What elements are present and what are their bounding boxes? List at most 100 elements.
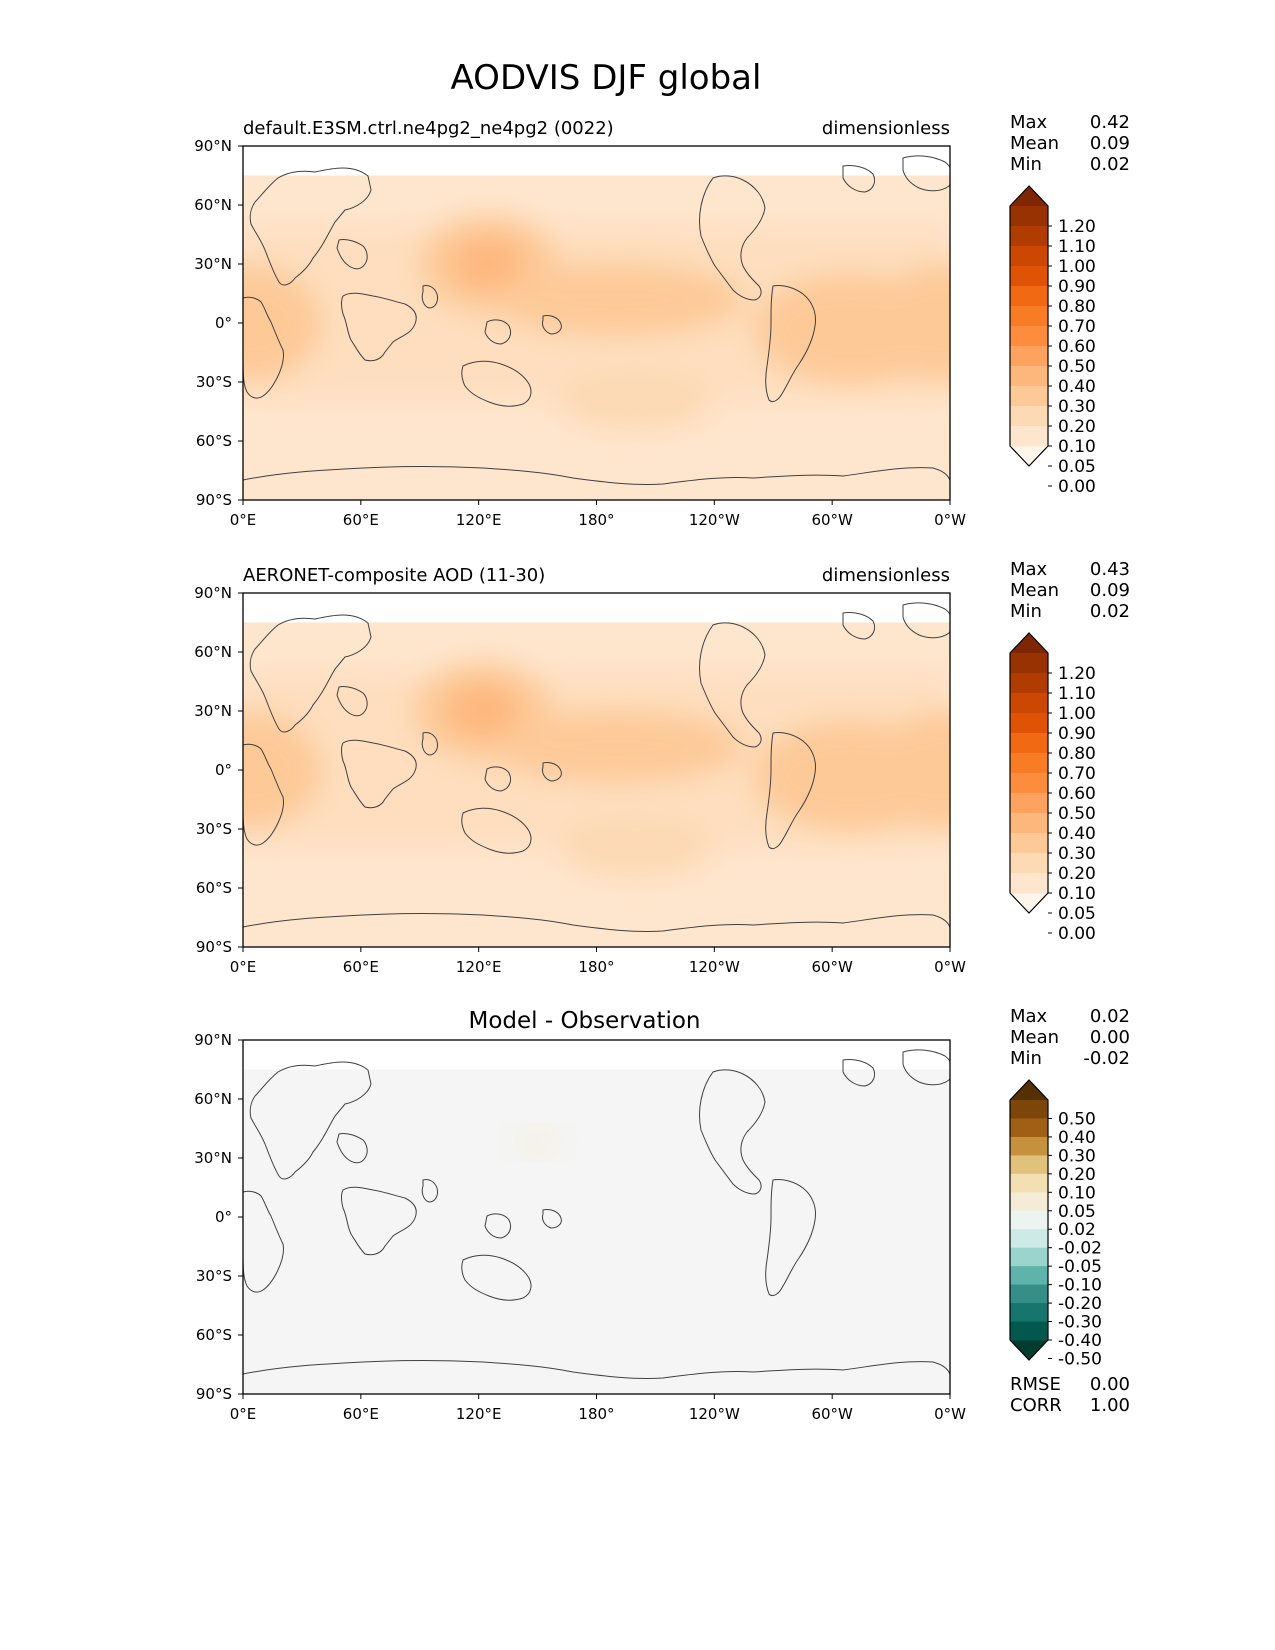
- colorbar-label: 0.10: [1058, 1183, 1096, 1203]
- x-tick-label: 60°E: [343, 511, 379, 529]
- colorbar-swatch: [1010, 1192, 1048, 1212]
- colorbar-swatch: [1010, 306, 1048, 327]
- y-tick-label: 60°S: [196, 432, 232, 450]
- colorbar-label: 0.90: [1058, 277, 1096, 297]
- panel-3: Model - Observation 0°E 60°E 120°E 180° 120°W…: [194, 1006, 1130, 1423]
- colorbar-label: 0.70: [1058, 317, 1096, 337]
- y-tick-label: 30°N: [194, 1149, 232, 1167]
- y-tick-label: 30°S: [196, 1267, 232, 1285]
- x-tick-label: 60°E: [343, 958, 379, 976]
- colorbar-swatch: [1010, 1229, 1048, 1249]
- field-cell: [447, 685, 518, 737]
- field-cell: [488, 711, 744, 782]
- x-tick-label: 120°E: [456, 511, 502, 529]
- field-cell: [557, 819, 715, 879]
- colorbar-label: 1.10: [1058, 237, 1096, 257]
- x-tick-label: 60°W: [811, 1405, 853, 1423]
- panel-2: AERONET-composite AOD (11-30) dimensionle…: [194, 559, 1130, 976]
- colorbar-swatch: [1010, 813, 1048, 834]
- x-tick-label: 180°: [578, 1405, 614, 1423]
- colorbar-swatch: [1010, 1136, 1048, 1156]
- colorbar-label: 0.60: [1058, 337, 1096, 357]
- colorbar-extend-max: [1010, 186, 1048, 206]
- y-tick-label: 90°N: [194, 584, 232, 602]
- panel-units: dimensionless: [822, 565, 950, 586]
- x-tick-label: 0°W: [934, 1405, 966, 1423]
- colorbar-swatch: [1010, 286, 1048, 307]
- colorbar-label: 0.50: [1058, 357, 1096, 377]
- colorbar-label: -0.30: [1058, 1313, 1102, 1333]
- colorbar-label: 0.40: [1058, 1128, 1096, 1148]
- stat-value: 0.09: [1090, 580, 1130, 601]
- field-base: [243, 1069, 950, 1394]
- colorbar-swatch: [1010, 1118, 1048, 1138]
- colorbar-label: 0.90: [1058, 724, 1096, 744]
- y-tick-label: 90°S: [196, 938, 232, 956]
- colorbar-label: -0.20: [1058, 1294, 1102, 1314]
- colorbar-swatch: [1010, 833, 1048, 854]
- colorbar-label: 0.10: [1058, 884, 1096, 904]
- colorbar-label: 0.05: [1058, 1202, 1096, 1222]
- colorbar-swatch: [1010, 653, 1048, 674]
- y-tick-label: 90°S: [196, 1385, 232, 1403]
- panel-title: default.E3SM.ctrl.ne4pg2_ne4pg2 (0022): [243, 118, 614, 139]
- colorbar-label: 0.02: [1058, 1220, 1096, 1240]
- y-tick-label: 90°N: [194, 1031, 232, 1049]
- colorbar-swatch: [1010, 246, 1048, 267]
- colorbar-extend-max: [1010, 633, 1048, 653]
- stat-value: 0.00: [1090, 1027, 1130, 1048]
- colorbar-label: 1.00: [1058, 704, 1096, 724]
- colorbar: 1.201.101.000.900.800.700.600.500.400.30…: [1009, 632, 1096, 944]
- colorbar: 0.500.400.300.200.100.050.02-0.02-0.05-0…: [1009, 1079, 1102, 1369]
- panels: default.E3SM.ctrl.ne4pg2_ne4pg2 (0022) di…: [194, 112, 1130, 1423]
- colorbar-label: 0.50: [1058, 804, 1096, 824]
- stat-value: 0.42: [1090, 112, 1130, 133]
- colorbar-label: 0.00: [1058, 477, 1096, 497]
- metric-label: RMSE: [1010, 1374, 1061, 1395]
- colorbar-label: 0.80: [1058, 297, 1096, 317]
- x-tick-label: 180°: [578, 511, 614, 529]
- colorbar-extend-min: [1010, 893, 1048, 913]
- y-tick-label: 30°N: [194, 255, 232, 273]
- colorbar-label: -0.02: [1058, 1239, 1102, 1259]
- colorbar-swatch: [1010, 693, 1048, 714]
- map-area: [243, 1040, 950, 1394]
- field-cell: [861, 287, 950, 359]
- stat-label: Min: [1010, 601, 1042, 622]
- colorbar-extend-min: [1010, 1340, 1048, 1360]
- x-tick-label: 120°W: [689, 511, 740, 529]
- field-layer: [243, 661, 950, 879]
- colorbar-label: 0.40: [1058, 824, 1096, 844]
- colorbar-label: 0.10: [1058, 437, 1096, 457]
- colorbar-label: 0.40: [1058, 377, 1096, 397]
- colorbar-swatch: [1010, 386, 1048, 407]
- colorbar-label: 0.80: [1058, 744, 1096, 764]
- y-tick-label: 90°N: [194, 137, 232, 155]
- field-cell: [243, 730, 318, 790]
- x-tick-label: 180°: [578, 958, 614, 976]
- map-area: [243, 146, 950, 500]
- colorbar-swatch: [1010, 793, 1048, 814]
- colorbar-swatch: [1010, 426, 1048, 447]
- y-tick-label: 60°S: [196, 879, 232, 897]
- field-cell: [517, 1132, 558, 1153]
- x-tick-label: 60°E: [343, 1405, 379, 1423]
- stat-label: Max: [1010, 112, 1048, 133]
- map-area: [243, 593, 950, 947]
- x-tick-label: 0°W: [934, 511, 966, 529]
- field-layer: [517, 1132, 558, 1153]
- y-tick-label: 60°N: [194, 643, 232, 661]
- colorbar-swatch: [1010, 1303, 1048, 1323]
- panel-units: dimensionless: [822, 118, 950, 139]
- colorbar-label: 0.30: [1058, 844, 1096, 864]
- stat-label: Max: [1010, 559, 1048, 580]
- field-cell: [243, 283, 318, 343]
- stat-label: Max: [1010, 1006, 1048, 1027]
- y-tick-label: 0°: [215, 761, 232, 779]
- y-tick-label: 30°N: [194, 702, 232, 720]
- field-cell: [557, 372, 715, 432]
- colorbar-label: 1.20: [1058, 664, 1096, 684]
- colorbar-label: 0.20: [1058, 1165, 1096, 1185]
- colorbar-label: 0.20: [1058, 864, 1096, 884]
